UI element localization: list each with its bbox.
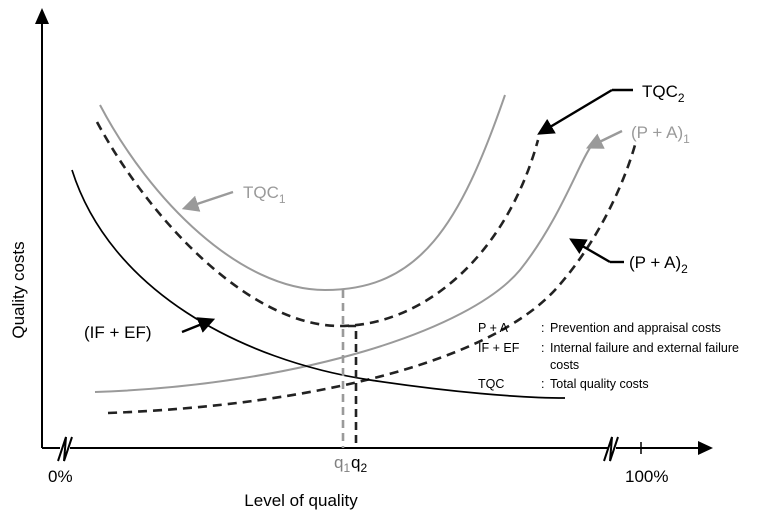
x-max-label: 100% xyxy=(625,467,668,486)
legend-desc: costs xyxy=(550,358,579,372)
tqc2-curve xyxy=(95,121,540,328)
legend-desc: Total quality costs xyxy=(550,377,649,391)
x-axis xyxy=(42,436,713,462)
legend-key: IF + EF xyxy=(478,341,520,355)
axis-break-left xyxy=(57,436,73,462)
tqc2-label-arrow xyxy=(537,88,613,135)
ifef-label: (IF + EF) xyxy=(84,323,152,342)
axis-break-right xyxy=(603,436,619,462)
legend-sep: : xyxy=(541,377,544,391)
legend-sep: : xyxy=(541,321,544,335)
tqc1-label: TQC1 xyxy=(243,183,286,206)
legend-desc: Prevention and appraisal costs xyxy=(550,321,721,335)
x-min-label: 0% xyxy=(48,467,73,486)
legend-desc: Internal failure and external failure xyxy=(550,341,739,355)
q2-label: q2 xyxy=(351,453,367,475)
pa1-label: (P + A)1 xyxy=(631,123,690,146)
pa2-label-arrow xyxy=(569,238,611,264)
legend-sep: : xyxy=(541,341,544,355)
legend-key: TQC xyxy=(478,377,504,391)
ifef-curve xyxy=(71,169,566,399)
pa1-curve xyxy=(94,144,593,393)
q2-marker-line xyxy=(348,324,358,448)
y-axis-label: Quality costs xyxy=(9,241,28,338)
ifef-label-arrow xyxy=(181,317,216,334)
pa1-label-arrow xyxy=(585,129,623,149)
pa2-curve xyxy=(107,144,637,415)
tqc2-label: TQC2 xyxy=(642,82,685,105)
q1-label: q1 xyxy=(334,453,350,475)
y-axis xyxy=(35,8,49,448)
tqc1-curve xyxy=(99,94,506,292)
legend: P + A : Prevention and appraisal costs I… xyxy=(478,321,739,391)
x-axis-label: Level of quality xyxy=(244,491,358,510)
pa2-label: (P + A)2 xyxy=(629,253,688,276)
tqc1-label-arrow xyxy=(181,190,234,212)
legend-key: P + A xyxy=(478,321,509,335)
